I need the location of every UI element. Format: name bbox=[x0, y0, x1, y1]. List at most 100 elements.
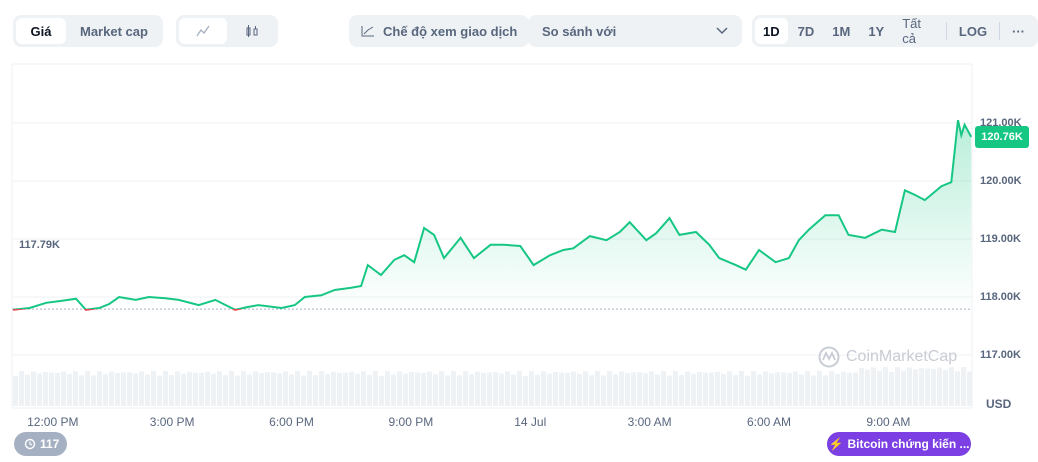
volume-bar bbox=[151, 371, 156, 406]
line-chart-icon[interactable] bbox=[179, 18, 227, 44]
volume-bar bbox=[883, 367, 888, 406]
volume-bar bbox=[949, 367, 954, 406]
news-badge[interactable]: ⚡ Bitcoin chứng kiến ... bbox=[827, 432, 971, 456]
volume-bar bbox=[907, 367, 912, 406]
volume-bar bbox=[631, 372, 636, 406]
volume-bar bbox=[175, 371, 180, 406]
volume-bar bbox=[769, 373, 774, 406]
candlestick-icon[interactable] bbox=[229, 18, 275, 44]
volume-bar bbox=[235, 375, 240, 406]
volume-bar bbox=[967, 371, 972, 406]
volume-bar bbox=[277, 373, 282, 406]
range-7d[interactable]: 7D bbox=[797, 23, 815, 39]
volume-bar bbox=[301, 375, 306, 406]
more-options-button[interactable]: ··· bbox=[1012, 23, 1025, 39]
volume-bar bbox=[223, 375, 228, 406]
volume-bar bbox=[703, 372, 708, 406]
volume-bar bbox=[535, 374, 540, 406]
volume-bar bbox=[415, 372, 420, 406]
volume-bar bbox=[13, 376, 18, 406]
volume-bar bbox=[55, 372, 60, 406]
volume-bar bbox=[565, 372, 570, 406]
volume-bar bbox=[499, 373, 504, 406]
volume-bar bbox=[505, 371, 510, 406]
volume-bar bbox=[439, 371, 444, 406]
volume-bar bbox=[751, 371, 756, 406]
trading-view-button[interactable]: Chế độ xem giao dịch bbox=[349, 15, 530, 47]
volume-bar bbox=[121, 372, 126, 406]
volume-bar bbox=[865, 369, 870, 406]
volume-bar bbox=[607, 371, 612, 406]
volume-bar bbox=[169, 374, 174, 406]
watermark: CoinMarketCap bbox=[818, 346, 957, 368]
lightning-icon: ⚡ bbox=[828, 437, 844, 451]
volume-bar bbox=[73, 371, 78, 406]
volume-bar bbox=[553, 371, 558, 406]
volume-bar bbox=[337, 372, 342, 406]
volume-bar bbox=[61, 371, 66, 406]
volume-bar bbox=[361, 371, 366, 406]
y-tick-label: 120.00K bbox=[980, 175, 1022, 187]
history-icon bbox=[24, 438, 36, 450]
volume-bar bbox=[445, 375, 450, 406]
volume-bar bbox=[211, 373, 216, 406]
volume-bar bbox=[343, 372, 348, 406]
range-1m[interactable]: 1M bbox=[832, 23, 851, 39]
volume-bar bbox=[367, 374, 372, 406]
volume-bar bbox=[745, 375, 750, 406]
volume-bar bbox=[925, 368, 930, 406]
volume-bar bbox=[355, 373, 360, 406]
volume-bar bbox=[271, 372, 276, 406]
range-1d[interactable]: 1D bbox=[755, 18, 788, 44]
volume-bar bbox=[475, 371, 480, 406]
volume-bar bbox=[127, 372, 132, 406]
range-1y[interactable]: 1Y bbox=[868, 23, 885, 39]
volume-bar bbox=[433, 374, 438, 406]
volume-bar bbox=[145, 374, 150, 406]
volume-bar bbox=[463, 371, 468, 406]
volume-bar bbox=[793, 371, 798, 406]
volume-bar bbox=[841, 371, 846, 406]
volume-bar bbox=[313, 375, 318, 406]
volume-bar bbox=[403, 373, 408, 406]
tab-price[interactable]: Giá bbox=[16, 18, 66, 44]
range-all[interactable]: Tất cả bbox=[902, 16, 922, 46]
volume-bar bbox=[595, 371, 600, 406]
volume-bar bbox=[559, 372, 564, 406]
price-chart[interactable] bbox=[0, 60, 1038, 462]
volume-bar bbox=[637, 372, 642, 406]
volume-bar bbox=[913, 369, 918, 406]
volume-bar bbox=[823, 375, 828, 406]
volume-bar bbox=[133, 373, 138, 406]
volume-bar bbox=[469, 374, 474, 406]
tab-market-cap[interactable]: Market cap bbox=[80, 23, 148, 39]
volume-bar bbox=[619, 371, 624, 406]
volume-bar bbox=[103, 374, 108, 406]
divider bbox=[945, 22, 947, 40]
y-tick-label: 118.00K bbox=[980, 291, 1021, 303]
volume-bar bbox=[901, 370, 906, 406]
volume-bar bbox=[715, 371, 720, 406]
current-price-tag: 120.76K bbox=[975, 125, 1029, 148]
volume-bar bbox=[739, 371, 744, 406]
volume-bar bbox=[853, 372, 858, 406]
volume-bar bbox=[667, 375, 672, 406]
volume-bar bbox=[517, 371, 522, 406]
volume-bar bbox=[265, 372, 270, 406]
volume-bar bbox=[523, 375, 528, 406]
volume-bar bbox=[115, 373, 120, 406]
volume-bar bbox=[19, 371, 24, 406]
volume-bar bbox=[397, 371, 402, 406]
compare-select[interactable]: So sánh với bbox=[528, 15, 742, 47]
volume-bar bbox=[895, 367, 900, 406]
history-badge[interactable]: 117 bbox=[14, 432, 68, 456]
volume-bar bbox=[283, 371, 288, 406]
volume-bar bbox=[757, 374, 762, 406]
volume-bar bbox=[577, 373, 582, 406]
volume-bar bbox=[385, 371, 390, 406]
volume-bar bbox=[685, 371, 690, 406]
currency-label: USD bbox=[986, 397, 1012, 411]
volume-bar bbox=[331, 371, 336, 406]
log-toggle[interactable]: LOG bbox=[958, 23, 988, 39]
volume-bar bbox=[847, 372, 852, 406]
